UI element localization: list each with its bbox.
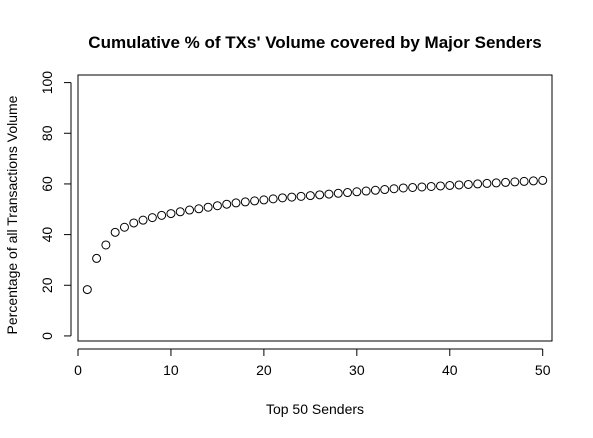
data-point	[194, 204, 204, 214]
data-point	[426, 181, 436, 191]
y-axis: 0 20 40 60 80 100	[39, 71, 72, 340]
y-tick-label: 80	[39, 125, 55, 141]
y-tick-label: 100	[39, 71, 55, 95]
data-point	[296, 191, 306, 201]
x-tick-label: 30	[349, 362, 365, 378]
data-point	[119, 222, 129, 232]
data-point	[212, 201, 222, 211]
y-tick-label: 20	[39, 277, 55, 293]
data-point	[510, 177, 520, 187]
data-point	[398, 183, 408, 193]
data-point	[305, 191, 315, 201]
data-point	[175, 207, 185, 217]
data-point	[315, 190, 325, 200]
data-point	[185, 205, 195, 215]
data-point	[333, 188, 343, 198]
chart-title: Cumulative % of TXs' Volume covered by M…	[88, 33, 541, 52]
data-point	[361, 186, 371, 196]
data-point	[380, 185, 390, 195]
y-axis-label: Percentage of all Transactions Volume	[4, 95, 20, 334]
data-point	[129, 218, 139, 228]
data-point	[222, 199, 232, 209]
x-axis: 0 10 20 30 40 50	[74, 348, 551, 378]
x-tick-label: 0	[74, 362, 82, 378]
data-point	[203, 202, 213, 212]
data-point	[324, 189, 334, 199]
data-point	[463, 179, 473, 189]
data-point	[268, 194, 278, 204]
x-tick-label: 20	[256, 362, 272, 378]
data-point	[231, 198, 241, 208]
x-tick-label: 10	[163, 362, 179, 378]
data-point	[352, 187, 362, 197]
data-point	[92, 253, 102, 263]
data-point	[445, 180, 455, 190]
data-point	[166, 209, 176, 219]
data-point	[435, 181, 445, 191]
data-point	[110, 227, 120, 237]
y-tick-label: 0	[39, 332, 55, 340]
data-point	[528, 176, 538, 186]
data-point	[370, 185, 380, 195]
data-point	[491, 178, 501, 188]
data-point	[147, 213, 157, 223]
data-point	[408, 182, 418, 192]
data-point	[501, 177, 511, 187]
data-point	[259, 195, 269, 205]
data-point	[277, 193, 287, 203]
data-point	[82, 285, 92, 295]
data-point	[343, 188, 353, 198]
data-point	[157, 210, 167, 220]
data-point	[417, 182, 427, 192]
x-axis-label: Top 50 Senders	[266, 401, 364, 417]
data-point	[250, 196, 260, 206]
data-point	[473, 179, 483, 189]
data-point	[389, 184, 399, 194]
x-tick-label: 40	[442, 362, 458, 378]
data-point	[287, 192, 297, 202]
y-tick-label: 40	[39, 227, 55, 243]
data-points	[82, 175, 548, 295]
data-point	[482, 178, 492, 188]
data-point	[538, 175, 548, 185]
x-tick-label: 50	[535, 362, 551, 378]
data-point	[240, 197, 250, 207]
data-point	[138, 215, 148, 225]
plot-area-frame	[77, 74, 553, 342]
data-point	[101, 240, 111, 250]
data-point	[454, 180, 464, 190]
data-point	[519, 176, 529, 186]
y-tick-label: 60	[39, 176, 55, 192]
